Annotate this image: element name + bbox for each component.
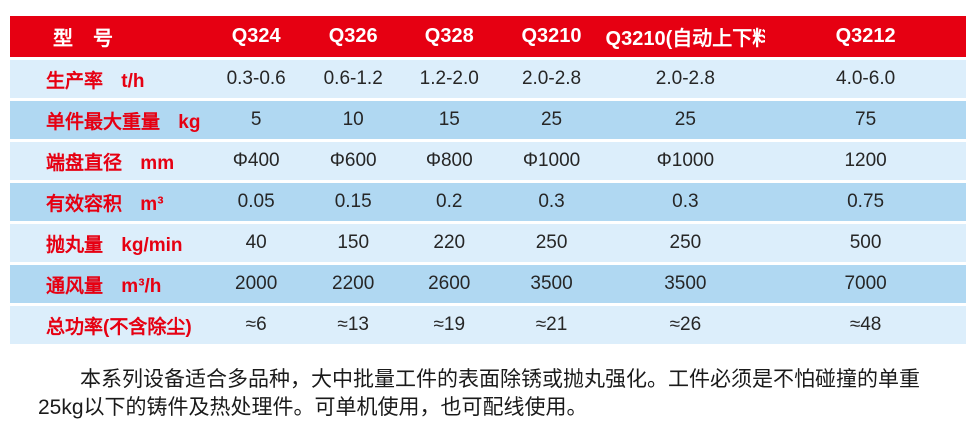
spec-label: 通风量	[46, 275, 104, 297]
spec-value: Φ1000	[605, 142, 766, 180]
spec-label: 单件最大重量	[46, 111, 161, 133]
description-note: 本系列设备适合多品种，大中批量工件的表面除锈或抛丸强化。工件必须是不怕碰撞的单重…	[38, 368, 920, 419]
spec-sheet-page: 型 号 Q324 Q326 Q328 Q3210 Q3210(自动上下料) Q3…	[0, 13, 978, 424]
spec-value: 2200	[305, 265, 401, 303]
spec-unit: mm	[140, 152, 175, 174]
spec-value: 25	[497, 101, 606, 139]
spec-label: 抛丸量	[46, 234, 104, 256]
spec-value: 3500	[605, 265, 766, 303]
spec-value: 7000	[765, 265, 966, 303]
spec-value: 2.0-2.8	[605, 60, 766, 98]
header-model-q324: Q324	[206, 16, 306, 57]
table-row-production-rate: 生产率 t/h 0.3-0.6 0.6-1.2 1.2-2.0 2.0-2.8 …	[10, 60, 966, 98]
spec-value: 2600	[400, 265, 498, 303]
spec-label-cell: 有效容积 m³	[10, 183, 207, 221]
table-row-ventilation: 通风量 m³/h 2000 2200 2600 3500 3500 7000	[10, 265, 966, 303]
table-row-total-power: 总功率(不含除尘) ≈6 ≈13 ≈19 ≈21 ≈26 ≈48	[10, 306, 966, 344]
spec-label-cell: 总功率(不含除尘)	[10, 306, 207, 344]
header-model-q3210: Q3210	[497, 16, 606, 57]
spec-value: ≈48	[765, 306, 966, 344]
spec-value: 3500	[497, 265, 606, 303]
spec-value: 150	[305, 224, 401, 262]
spec-value: 250	[497, 224, 606, 262]
spec-value: 2000	[206, 265, 306, 303]
spec-value: 0.3	[605, 183, 766, 221]
spec-value: 0.6-1.2	[305, 60, 401, 98]
spec-value: Φ1000	[497, 142, 606, 180]
spec-table: 型 号 Q324 Q326 Q328 Q3210 Q3210(自动上下料) Q3…	[10, 13, 966, 347]
spec-value: ≈13	[305, 306, 401, 344]
spec-value: Φ600	[305, 142, 401, 180]
table-row-max-piece-weight: 单件最大重量 kg 5 10 15 25 25 75	[10, 101, 966, 139]
spec-label-cell: 生产率 t/h	[10, 60, 207, 98]
spec-value: 75	[765, 101, 966, 139]
header-model-q3212: Q3212	[765, 16, 966, 57]
table-header-row: 型 号 Q324 Q326 Q328 Q3210 Q3210(自动上下料) Q3…	[10, 16, 966, 57]
spec-value: ≈19	[400, 306, 498, 344]
spec-value: 4.0-6.0	[765, 60, 966, 98]
spec-unit: kg	[178, 111, 201, 133]
spec-value: 0.2	[400, 183, 498, 221]
spec-label: 总功率(不含除尘)	[46, 316, 192, 338]
spec-value: 0.15	[305, 183, 401, 221]
spec-value: Φ400	[206, 142, 306, 180]
spec-value: ≈6	[206, 306, 306, 344]
spec-value: 40	[206, 224, 306, 262]
spec-label: 端盘直径	[46, 152, 123, 174]
spec-value: 0.3	[497, 183, 606, 221]
spec-unit: m³/h	[121, 275, 162, 297]
header-model-q3210-auto: Q3210(自动上下料)	[605, 16, 766, 57]
spec-label: 有效容积	[46, 193, 123, 215]
spec-unit: m³	[140, 193, 164, 215]
spec-value: 250	[605, 224, 766, 262]
spec-label: 生产率	[46, 70, 104, 92]
spec-value: 15	[400, 101, 498, 139]
spec-value: 5	[206, 101, 306, 139]
header-model-q326: Q326	[305, 16, 401, 57]
spec-value: ≈26	[605, 306, 766, 344]
spec-unit: kg/min	[121, 234, 183, 256]
spec-value: ≈21	[497, 306, 606, 344]
spec-value: 0.75	[765, 183, 966, 221]
spec-value: 25	[605, 101, 766, 139]
spec-value: 500	[765, 224, 966, 262]
table-row-shot-flow: 抛丸量 kg/min 40 150 220 250 250 500	[10, 224, 966, 262]
spec-value: Φ800	[400, 142, 498, 180]
table-row-end-disc-diameter: 端盘直径 mm Φ400 Φ600 Φ800 Φ1000 Φ1000 1200	[10, 142, 966, 180]
header-model-q328: Q328	[400, 16, 498, 57]
spec-value: 220	[400, 224, 498, 262]
spec-value: 1.2-2.0	[400, 60, 498, 98]
spec-label-cell: 端盘直径 mm	[10, 142, 207, 180]
spec-value: 10	[305, 101, 401, 139]
header-model-label: 型 号	[10, 16, 207, 57]
spec-value: 0.3-0.6	[206, 60, 306, 98]
spec-value: 2.0-2.8	[497, 60, 606, 98]
table-row-effective-volume: 有效容积 m³ 0.05 0.15 0.2 0.3 0.3 0.75	[10, 183, 966, 221]
spec-label-cell: 单件最大重量 kg	[10, 101, 207, 139]
spec-unit: t/h	[121, 70, 145, 92]
spec-label-cell: 通风量 m³/h	[10, 265, 207, 303]
spec-value: 1200	[765, 142, 966, 180]
spec-label-cell: 抛丸量 kg/min	[10, 224, 207, 262]
spec-value: 0.05	[206, 183, 306, 221]
